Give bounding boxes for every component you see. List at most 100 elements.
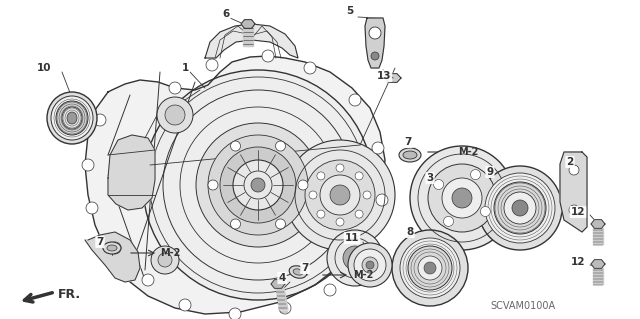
Polygon shape xyxy=(205,24,298,58)
Polygon shape xyxy=(243,26,253,46)
Polygon shape xyxy=(593,268,603,284)
Circle shape xyxy=(400,238,460,298)
Circle shape xyxy=(275,141,285,151)
Circle shape xyxy=(208,135,308,235)
Circle shape xyxy=(143,70,373,300)
Text: 3: 3 xyxy=(426,173,434,183)
Circle shape xyxy=(317,210,325,218)
Ellipse shape xyxy=(47,92,97,144)
Polygon shape xyxy=(560,152,587,232)
Polygon shape xyxy=(271,280,285,288)
Circle shape xyxy=(512,200,528,216)
Text: 7: 7 xyxy=(404,137,412,147)
Polygon shape xyxy=(593,228,603,244)
Text: 9: 9 xyxy=(486,167,493,177)
Circle shape xyxy=(298,180,308,190)
Circle shape xyxy=(220,147,296,223)
Polygon shape xyxy=(85,56,385,314)
Polygon shape xyxy=(241,20,255,28)
Text: 7: 7 xyxy=(301,263,308,273)
Circle shape xyxy=(279,302,291,314)
Circle shape xyxy=(504,192,536,224)
Circle shape xyxy=(285,140,395,250)
Circle shape xyxy=(376,194,388,206)
Polygon shape xyxy=(85,232,140,282)
Polygon shape xyxy=(365,18,385,68)
Ellipse shape xyxy=(103,242,121,254)
Circle shape xyxy=(330,185,350,205)
Ellipse shape xyxy=(293,269,303,275)
Text: 6: 6 xyxy=(222,9,230,19)
Text: M-2: M-2 xyxy=(458,147,478,157)
Circle shape xyxy=(348,243,392,287)
Polygon shape xyxy=(108,135,155,210)
Circle shape xyxy=(157,97,193,133)
Text: 13: 13 xyxy=(377,71,391,81)
Circle shape xyxy=(418,256,442,280)
Circle shape xyxy=(494,182,546,234)
Circle shape xyxy=(452,188,472,208)
Ellipse shape xyxy=(62,107,82,129)
Circle shape xyxy=(327,230,383,286)
Circle shape xyxy=(363,191,371,199)
Circle shape xyxy=(355,172,363,180)
Circle shape xyxy=(229,308,241,319)
Circle shape xyxy=(165,105,185,125)
Circle shape xyxy=(233,160,283,210)
Circle shape xyxy=(434,180,444,189)
Polygon shape xyxy=(591,260,605,268)
Ellipse shape xyxy=(51,96,93,140)
Circle shape xyxy=(320,175,360,215)
Circle shape xyxy=(481,206,490,217)
Circle shape xyxy=(366,261,374,269)
Circle shape xyxy=(317,172,325,180)
Circle shape xyxy=(304,62,316,74)
Circle shape xyxy=(485,173,555,243)
Circle shape xyxy=(208,180,218,190)
Circle shape xyxy=(230,141,241,151)
Circle shape xyxy=(206,59,218,71)
Circle shape xyxy=(262,50,274,62)
Circle shape xyxy=(142,274,154,286)
Circle shape xyxy=(324,284,336,296)
Text: SCVAM0100A: SCVAM0100A xyxy=(490,301,555,311)
Circle shape xyxy=(94,114,106,126)
Circle shape xyxy=(428,164,496,232)
Polygon shape xyxy=(591,220,605,228)
Circle shape xyxy=(408,246,452,290)
Circle shape xyxy=(354,249,386,281)
Circle shape xyxy=(569,165,579,175)
Circle shape xyxy=(424,262,436,274)
Text: M-2: M-2 xyxy=(353,270,373,280)
Circle shape xyxy=(369,27,381,39)
Circle shape xyxy=(196,123,320,247)
Circle shape xyxy=(392,230,468,306)
Text: 10: 10 xyxy=(36,63,51,73)
Polygon shape xyxy=(276,288,288,310)
Circle shape xyxy=(444,216,454,226)
Circle shape xyxy=(179,299,191,311)
Text: 8: 8 xyxy=(406,227,413,237)
Circle shape xyxy=(372,142,384,154)
Ellipse shape xyxy=(399,148,421,162)
Text: 7: 7 xyxy=(96,237,104,247)
Circle shape xyxy=(151,246,179,274)
Circle shape xyxy=(470,170,481,180)
Text: M-2: M-2 xyxy=(160,248,180,258)
Circle shape xyxy=(336,218,344,226)
Ellipse shape xyxy=(56,101,88,135)
Circle shape xyxy=(309,191,317,199)
Circle shape xyxy=(109,242,121,254)
Text: FR.: FR. xyxy=(58,288,81,301)
Text: 12: 12 xyxy=(571,257,585,267)
Circle shape xyxy=(478,166,562,250)
Circle shape xyxy=(359,244,371,256)
Circle shape xyxy=(442,178,482,218)
Circle shape xyxy=(86,202,98,214)
Text: 12: 12 xyxy=(571,207,585,217)
Text: 11: 11 xyxy=(345,233,359,243)
Circle shape xyxy=(169,82,181,94)
Text: 1: 1 xyxy=(181,63,189,73)
Circle shape xyxy=(82,159,94,171)
Ellipse shape xyxy=(403,151,417,159)
